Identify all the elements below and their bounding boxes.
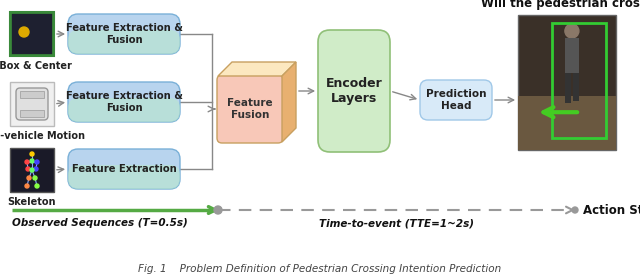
Text: Feature
Fusion: Feature Fusion <box>227 98 273 120</box>
Text: Prediction
Head: Prediction Head <box>426 89 486 111</box>
FancyBboxPatch shape <box>10 82 54 126</box>
FancyBboxPatch shape <box>518 96 616 150</box>
Text: Time-to-event (TTE=1~2s): Time-to-event (TTE=1~2s) <box>319 218 474 228</box>
FancyBboxPatch shape <box>68 14 180 54</box>
FancyBboxPatch shape <box>68 30 180 54</box>
Text: Ego-vehicle Motion: Ego-vehicle Motion <box>0 131 84 141</box>
Polygon shape <box>218 62 296 76</box>
Circle shape <box>26 167 30 171</box>
Text: Feature Extraction &
Fusion: Feature Extraction & Fusion <box>65 91 182 113</box>
FancyBboxPatch shape <box>217 75 283 143</box>
FancyBboxPatch shape <box>68 165 180 189</box>
Circle shape <box>30 152 34 156</box>
Circle shape <box>33 176 37 180</box>
FancyBboxPatch shape <box>518 15 616 150</box>
Text: Observed Sequences (T=0.5s): Observed Sequences (T=0.5s) <box>12 218 188 228</box>
FancyBboxPatch shape <box>10 12 54 56</box>
Text: BBox & Center: BBox & Center <box>0 61 72 71</box>
Polygon shape <box>282 62 296 142</box>
Circle shape <box>25 160 29 164</box>
FancyBboxPatch shape <box>68 149 180 189</box>
Circle shape <box>30 168 34 172</box>
FancyBboxPatch shape <box>20 110 44 117</box>
Text: Feature Extraction: Feature Extraction <box>72 164 177 174</box>
FancyBboxPatch shape <box>565 73 571 103</box>
Circle shape <box>30 159 34 163</box>
FancyBboxPatch shape <box>20 91 44 98</box>
Circle shape <box>25 184 29 188</box>
Circle shape <box>35 184 39 188</box>
Circle shape <box>572 207 578 213</box>
Circle shape <box>35 160 39 164</box>
FancyBboxPatch shape <box>318 30 390 152</box>
FancyBboxPatch shape <box>68 82 180 122</box>
Circle shape <box>34 167 38 171</box>
FancyBboxPatch shape <box>573 73 579 101</box>
Circle shape <box>214 206 222 214</box>
FancyBboxPatch shape <box>10 148 54 192</box>
Circle shape <box>27 176 31 180</box>
Text: Action Start: Action Start <box>583 203 640 217</box>
Text: Encoder
Layers: Encoder Layers <box>326 77 382 105</box>
Circle shape <box>565 24 579 38</box>
Text: Will the pedestrian cross?: Will the pedestrian cross? <box>481 0 640 10</box>
Text: Fig. 1    Problem Definition of Pedestrian Crossing Intention Prediction: Fig. 1 Problem Definition of Pedestrian … <box>138 264 502 274</box>
Text: Skeleton: Skeleton <box>8 197 56 207</box>
Text: Feature Extraction &
Fusion: Feature Extraction & Fusion <box>65 23 182 45</box>
FancyBboxPatch shape <box>16 88 48 120</box>
FancyBboxPatch shape <box>420 80 492 120</box>
FancyBboxPatch shape <box>565 38 579 73</box>
FancyBboxPatch shape <box>68 98 180 122</box>
Circle shape <box>19 27 29 37</box>
